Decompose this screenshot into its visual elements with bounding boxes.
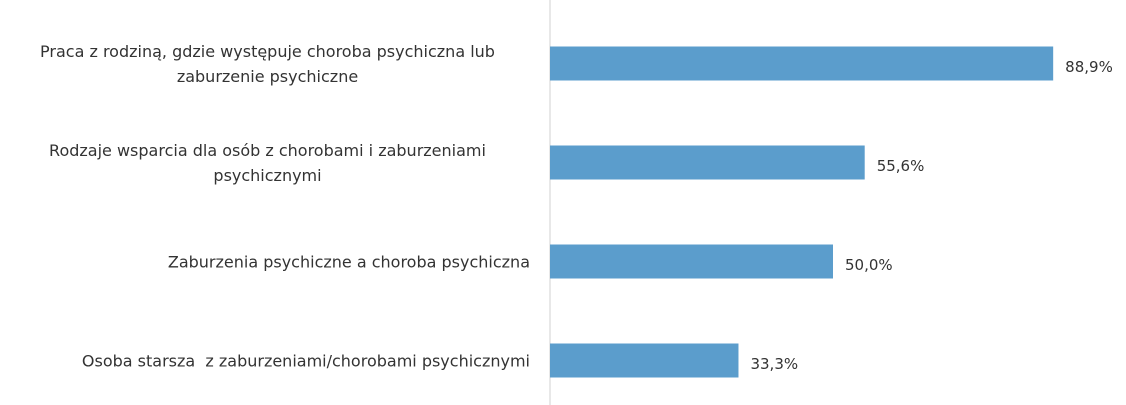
bar <box>550 244 833 279</box>
bar <box>550 343 739 378</box>
bar <box>550 46 1054 81</box>
category-label: Praca z rodziną, gdzie występuje choroba… <box>40 41 501 86</box>
category-label: Zaburzenia psychiczne a choroba psychicz… <box>167 252 530 271</box>
value-label: 50,0% <box>845 256 893 274</box>
value-label: 33,3% <box>750 355 798 373</box>
bar <box>550 145 865 180</box>
value-label: 55,6% <box>877 157 925 175</box>
value-label: 88,9% <box>1065 58 1113 76</box>
category-label: Rodzaje wsparcia dla osób z chorobami i … <box>49 140 492 185</box>
category-label: Osoba starsza z zaburzeniami/chorobami p… <box>81 351 530 370</box>
